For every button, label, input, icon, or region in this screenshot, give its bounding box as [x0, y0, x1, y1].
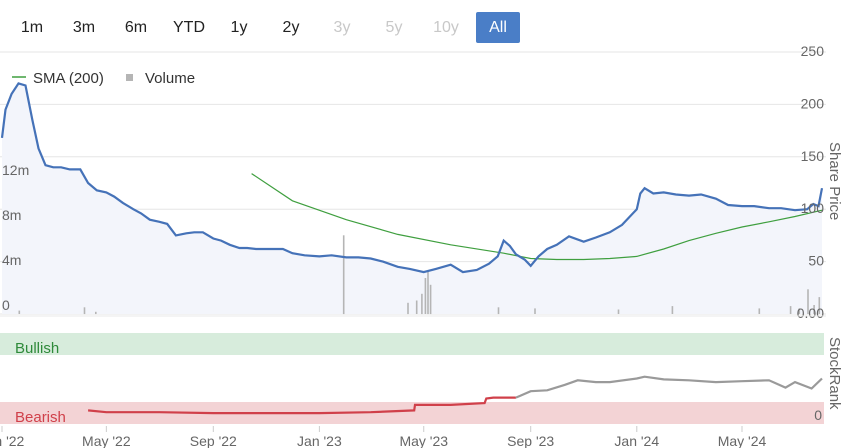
legend-volume-swatch	[126, 74, 133, 81]
x-tick-label: Jan '22	[0, 433, 25, 448]
volume-bar	[813, 305, 815, 314]
range-button-5y: 5y	[385, 19, 403, 36]
range-button-6m[interactable]: 6m	[124, 19, 148, 36]
x-tick-label: May '24	[718, 433, 767, 448]
share-price-axis-ticks: 250 200 150 100 50 0.00	[797, 43, 824, 321]
volume-tick: 8m	[2, 207, 21, 223]
range-button-ytd[interactable]: YTD	[173, 19, 205, 36]
price-tick: 250	[801, 43, 825, 59]
x-tick-label: Sep '22	[190, 433, 237, 448]
volume-bar	[429, 284, 432, 315]
price-tick: 0.00	[797, 305, 824, 321]
range-button-2y[interactable]: 2y	[282, 19, 300, 36]
stockrank-line	[87, 375, 823, 415]
stockrank-tick-0: 0	[814, 407, 822, 423]
volume-axis-ticks: 12m 8m 4m 0	[2, 162, 29, 313]
range-button-1y[interactable]: 1y	[230, 19, 248, 36]
legend-sma-label[interactable]: SMA (200)	[33, 70, 104, 87]
volume-bar	[534, 308, 536, 314]
stockrank-line-neutral	[515, 375, 823, 399]
volume-bar	[497, 307, 500, 315]
volume-bar	[415, 300, 418, 314]
x-tick-label: Jan '23	[297, 433, 342, 448]
volume-bar	[342, 235, 345, 315]
bullish-label: Bullish	[15, 340, 59, 357]
volume-bar	[671, 306, 674, 314]
x-axis-ticks: Jan '22 May '22 Sep '22 Jan '23 May '23 Sep '…	[0, 426, 767, 448]
volume-tick: 12m	[2, 162, 29, 178]
legend-volume-label[interactable]: Volume	[145, 70, 195, 87]
volume-bar	[758, 308, 761, 314]
sma-200-line	[251, 173, 823, 261]
bearish-band	[0, 402, 824, 424]
bullish-band	[0, 333, 824, 355]
volume-bars	[18, 235, 821, 315]
volume-tick: 0	[2, 297, 10, 313]
volume-bar	[807, 289, 809, 315]
volume-bar	[617, 309, 620, 314]
range-button-10y: 10y	[433, 19, 459, 36]
price-area-fill	[2, 83, 822, 315]
range-button-1m[interactable]: 1m	[20, 19, 44, 36]
share-price-axis-label: Share Price	[826, 142, 843, 220]
volume-bar	[83, 307, 86, 315]
volume-bar	[18, 310, 21, 314]
share-price-line	[0, 82, 824, 274]
price-tick: 150	[801, 148, 825, 164]
stockrank-axis-label: StockRank	[826, 337, 843, 410]
volume-bar	[818, 297, 821, 314]
volume-bar	[421, 293, 423, 315]
price-tick: 200	[801, 95, 825, 111]
x-tick-label: Jan '24	[614, 433, 659, 448]
volume-bar	[798, 308, 801, 314]
volume-bar	[424, 278, 427, 314]
legend: SMA (200) Volume	[12, 70, 195, 87]
x-tick-label: May '22	[82, 433, 131, 448]
volume-bar	[789, 306, 792, 314]
range-button-all[interactable]: All	[476, 12, 520, 43]
x-tick-label: Sep '23	[507, 433, 554, 448]
range-button-3y: 3y	[333, 19, 351, 36]
volume-tick: 4m	[2, 252, 21, 268]
x-tick-label: May '23	[399, 433, 448, 448]
price-tick: 100	[801, 200, 825, 216]
stockrank-line-bearish	[87, 396, 516, 415]
volume-bar	[95, 311, 97, 315]
bearish-label: Bearish	[15, 409, 66, 426]
range-button-3m[interactable]: 3m	[72, 19, 96, 36]
volume-bar	[407, 302, 409, 315]
price-tick: 50	[808, 253, 824, 269]
volume-bar	[427, 271, 429, 315]
